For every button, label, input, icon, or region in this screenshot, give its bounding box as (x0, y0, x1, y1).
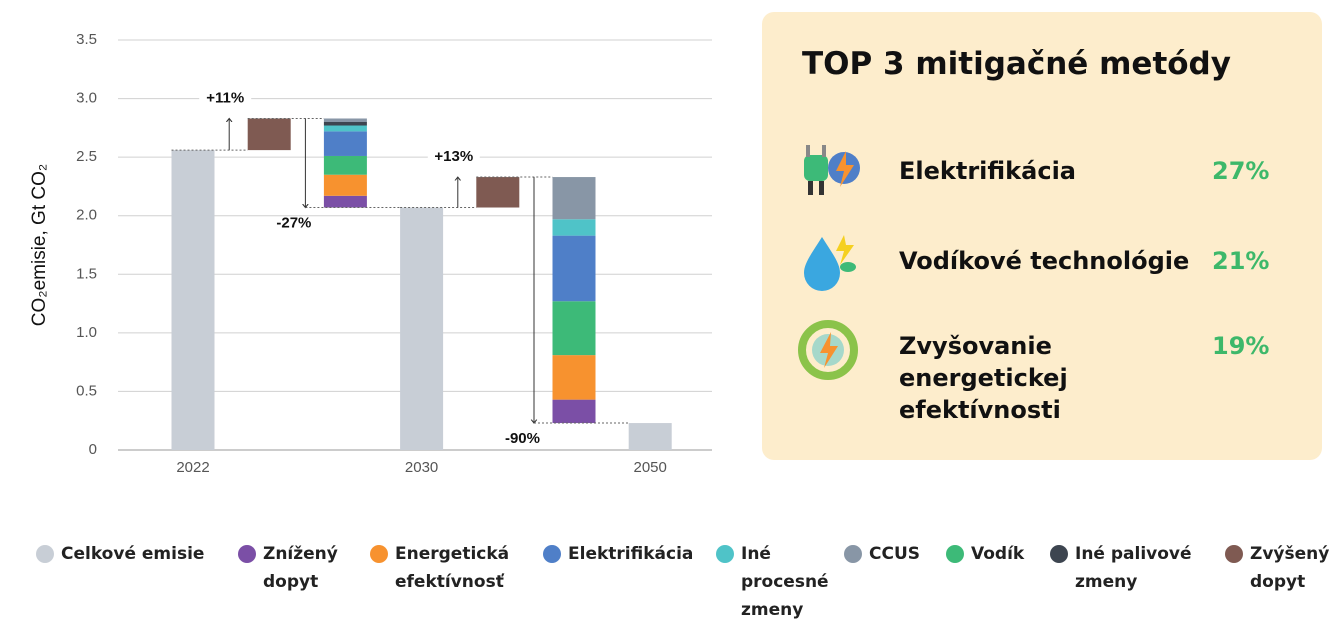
bar (323, 155, 367, 175)
method-share: 27% (1212, 157, 1270, 185)
legend-swatch (844, 545, 862, 563)
bar (247, 118, 291, 151)
legend-label: Iné palivové zmeny (1075, 544, 1192, 592)
bar (628, 423, 672, 450)
bar (171, 150, 215, 450)
bar (323, 118, 367, 122)
method-share: 19% (1212, 332, 1270, 360)
bar (323, 131, 367, 156)
method-name: Zvyšovanie energetickej efektívnosti (899, 332, 1068, 424)
bar (400, 207, 444, 450)
legend-swatch (1225, 545, 1243, 563)
annotation: +11% (206, 90, 244, 107)
x-tick-label: 2030 (405, 459, 438, 476)
legend-label: Zvýšený dopyt (1250, 544, 1330, 592)
legend-swatch (1050, 545, 1068, 563)
legend: Celkové emisie Znížený dopyt Energetická e… (0, 540, 1339, 626)
method-name: Vodíkové technológie (899, 247, 1190, 275)
legend-swatch (946, 545, 964, 563)
legend-label: Vodík (971, 544, 1025, 564)
legend-swatch (36, 545, 54, 563)
bar (552, 219, 596, 236)
legend-label: Celkové emisie (61, 544, 205, 564)
y-tick-label: 2.5 (76, 148, 97, 165)
y-tick-label: 3.0 (76, 90, 97, 107)
y-tick-label: 2.0 (76, 207, 97, 224)
bar (323, 125, 367, 132)
bar (476, 177, 520, 208)
legend-label: Elektrifikácia (568, 544, 694, 564)
legend-label: Iné procesné zmeny (741, 544, 829, 620)
bar (552, 301, 596, 356)
method-share: 21% (1212, 247, 1270, 275)
legend-label: CCUS (869, 544, 920, 564)
y-tick-label: 0.5 (76, 382, 97, 399)
icon-plug (804, 145, 860, 195)
x-tick-label: 2022 (176, 459, 209, 476)
bar (323, 122, 367, 126)
y-axis-label: CO₂emisie, Gt CO₂ (29, 164, 50, 327)
bar (552, 177, 596, 220)
annotation-bg (427, 147, 480, 168)
x-tick-label: 2050 (634, 459, 667, 476)
annotation: -90% (505, 430, 540, 447)
legend-swatch (238, 545, 256, 563)
y-tick-label: 1.0 (76, 324, 97, 341)
y-tick-label: 0 (89, 441, 97, 458)
legend-swatch (370, 545, 388, 563)
icon-efficiency (798, 320, 858, 380)
y-tick-label: 1.5 (76, 265, 97, 282)
bar (323, 174, 367, 196)
icon-hydrogen (804, 235, 856, 291)
chart: CO₂emisie, Gt CO₂ 0 0.5 1.0 1.5 2.0 2.5 3.0 3.5… (29, 31, 712, 476)
panel: TOP 3 mitigačné metódy Elektrifikácia 27… (762, 12, 1322, 460)
bar (323, 195, 367, 208)
legend-swatch (543, 545, 561, 563)
bar (552, 355, 596, 400)
bar (552, 235, 596, 302)
y-tick-label: 3.5 (76, 31, 97, 48)
panel-title: TOP 3 mitigačné metódy (802, 46, 1231, 82)
bar (552, 399, 596, 424)
method-name: Elektrifikácia (899, 157, 1076, 185)
annotation-bg (199, 88, 252, 109)
legend-label: Znížený dopyt (263, 544, 338, 592)
legend-label: Energetická efektívnosť (395, 544, 510, 592)
legend-swatch (716, 545, 734, 563)
annotation: +13% (434, 148, 473, 165)
annotation: -27% (276, 214, 311, 231)
